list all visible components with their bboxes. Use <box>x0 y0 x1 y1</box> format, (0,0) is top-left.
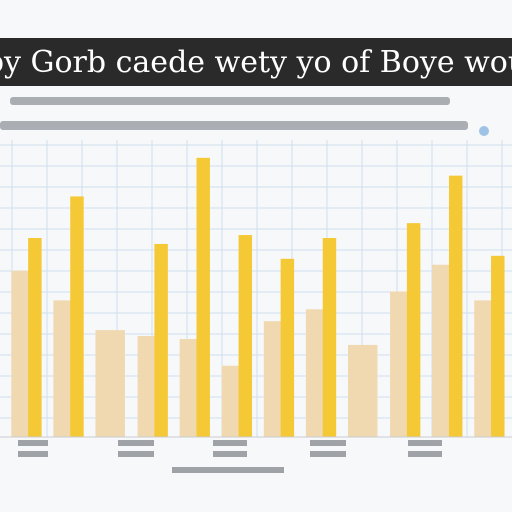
chart-title: py Gorb caede wety yo of Boye wou <box>0 45 512 80</box>
bar <box>322 238 337 437</box>
bar <box>28 238 42 437</box>
bar <box>491 255 505 437</box>
bar <box>196 157 210 437</box>
bar <box>448 175 463 437</box>
bar <box>347 344 378 437</box>
bar <box>154 243 168 437</box>
x-label-blur <box>18 440 442 473</box>
subtitle-blur <box>0 97 468 130</box>
title-bar <box>0 38 512 86</box>
bar <box>238 235 253 437</box>
bar <box>280 258 295 437</box>
marker-dot <box>479 126 489 136</box>
bar <box>70 196 84 437</box>
bar <box>95 330 125 437</box>
bar <box>406 223 421 437</box>
